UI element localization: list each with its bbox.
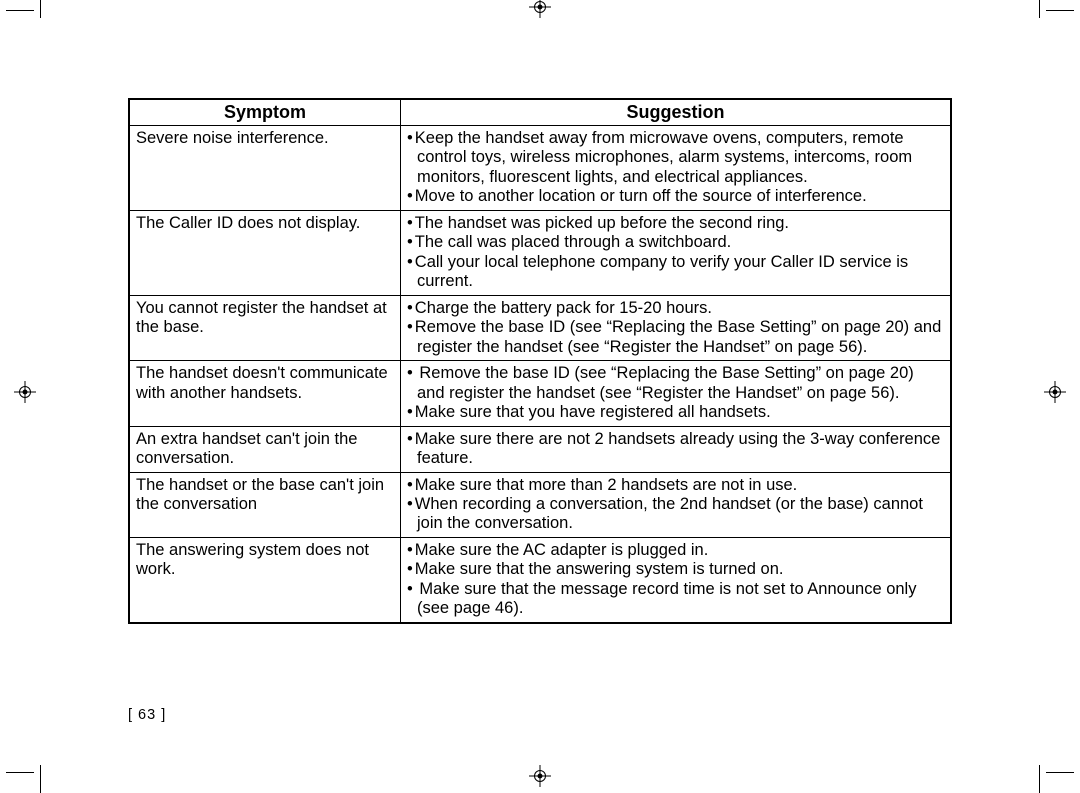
suggestion-item: The call was placed through a switchboar… bbox=[407, 233, 944, 252]
suggestion-list: Keep the handset away from microwave ove… bbox=[407, 129, 944, 207]
crop-mark bbox=[1039, 0, 1040, 18]
header-symptom: Symptom bbox=[129, 99, 401, 126]
table-row: The handset or the base can't join the c… bbox=[129, 472, 951, 537]
suggestion-list: Make sure the AC adapter is plugged in.M… bbox=[407, 541, 944, 619]
suggestion-cell: Make sure that more than 2 handsets are … bbox=[401, 472, 952, 537]
troubleshooting-table: Symptom Suggestion Severe noise interfer… bbox=[128, 98, 952, 624]
suggestion-list: The handset was picked up before the sec… bbox=[407, 214, 944, 292]
suggestion-item: Make sure the AC adapter is plugged in. bbox=[407, 541, 944, 560]
table-header-row: Symptom Suggestion bbox=[129, 99, 951, 126]
table-row: The answering system does not work.Make … bbox=[129, 537, 951, 622]
suggestion-list: Make sure there are not 2 handsets alrea… bbox=[407, 430, 944, 469]
suggestion-item: Remove the base ID (see “Replacing the B… bbox=[407, 318, 944, 357]
crop-mark bbox=[1039, 765, 1040, 793]
suggestion-cell: The handset was picked up before the sec… bbox=[401, 210, 952, 295]
page-content: Symptom Suggestion Severe noise interfer… bbox=[128, 98, 952, 624]
suggestion-list: Remove the base ID (see “Replacing the B… bbox=[407, 364, 944, 422]
suggestion-item: Make sure that more than 2 handsets are … bbox=[407, 476, 944, 495]
suggestion-item: Make sure that the message record time i… bbox=[407, 580, 944, 619]
table-row: The handset doesn't communicate with ano… bbox=[129, 361, 951, 426]
crop-mark bbox=[6, 10, 34, 11]
symptom-cell: The Caller ID does not display. bbox=[129, 210, 401, 295]
registration-mark-icon bbox=[1044, 381, 1066, 403]
suggestion-cell: Remove the base ID (see “Replacing the B… bbox=[401, 361, 952, 426]
table-row: An extra handset can't join the conversa… bbox=[129, 426, 951, 472]
page-number: [ 63 ] bbox=[128, 707, 166, 723]
suggestion-list: Make sure that more than 2 handsets are … bbox=[407, 476, 944, 534]
symptom-cell: The handset or the base can't join the c… bbox=[129, 472, 401, 537]
suggestion-item: The handset was picked up before the sec… bbox=[407, 214, 944, 233]
registration-mark-icon bbox=[529, 765, 551, 787]
table-row: The Caller ID does not display. The hands… bbox=[129, 210, 951, 295]
symptom-cell: The handset doesn't communicate with ano… bbox=[129, 361, 401, 426]
suggestion-item: Call your local telephone company to ver… bbox=[407, 253, 944, 292]
symptom-cell: An extra handset can't join the conversa… bbox=[129, 426, 401, 472]
table-row: You cannot register the handset at the b… bbox=[129, 295, 951, 360]
table-row: Severe noise interference.Keep the hands… bbox=[129, 126, 951, 211]
crop-mark bbox=[1046, 10, 1074, 11]
suggestion-item: Make sure that you have registered all h… bbox=[407, 403, 944, 422]
header-suggestion: Suggestion bbox=[401, 99, 952, 126]
suggestion-cell: Keep the handset away from microwave ove… bbox=[401, 126, 952, 211]
suggestion-item: When recording a conversation, the 2nd h… bbox=[407, 495, 944, 534]
suggestion-item: Charge the battery pack for 15-20 hours. bbox=[407, 299, 944, 318]
suggestion-item: Remove the base ID (see “Replacing the B… bbox=[407, 364, 944, 403]
symptom-cell: You cannot register the handset at the b… bbox=[129, 295, 401, 360]
registration-mark-icon bbox=[529, 0, 551, 18]
suggestion-item: Move to another location or turn off the… bbox=[407, 187, 944, 206]
symptom-cell: Severe noise interference. bbox=[129, 126, 401, 211]
crop-mark bbox=[1046, 772, 1074, 773]
registration-mark-icon bbox=[14, 381, 36, 403]
suggestion-item: Keep the handset away from microwave ove… bbox=[407, 129, 944, 187]
suggestion-cell: Make sure there are not 2 handsets alrea… bbox=[401, 426, 952, 472]
print-page: Symptom Suggestion Severe noise interfer… bbox=[0, 0, 1080, 783]
crop-mark bbox=[40, 0, 41, 18]
crop-mark bbox=[6, 772, 34, 773]
suggestion-cell: Charge the battery pack for 15-20 hours.… bbox=[401, 295, 952, 360]
symptom-cell: The answering system does not work. bbox=[129, 537, 401, 622]
suggestion-list: Charge the battery pack for 15-20 hours.… bbox=[407, 299, 944, 357]
crop-mark bbox=[40, 765, 41, 793]
suggestion-cell: Make sure the AC adapter is plugged in.M… bbox=[401, 537, 952, 622]
suggestion-item: Make sure that the answering system is t… bbox=[407, 560, 944, 579]
suggestion-item: Make sure there are not 2 handsets alrea… bbox=[407, 430, 944, 469]
